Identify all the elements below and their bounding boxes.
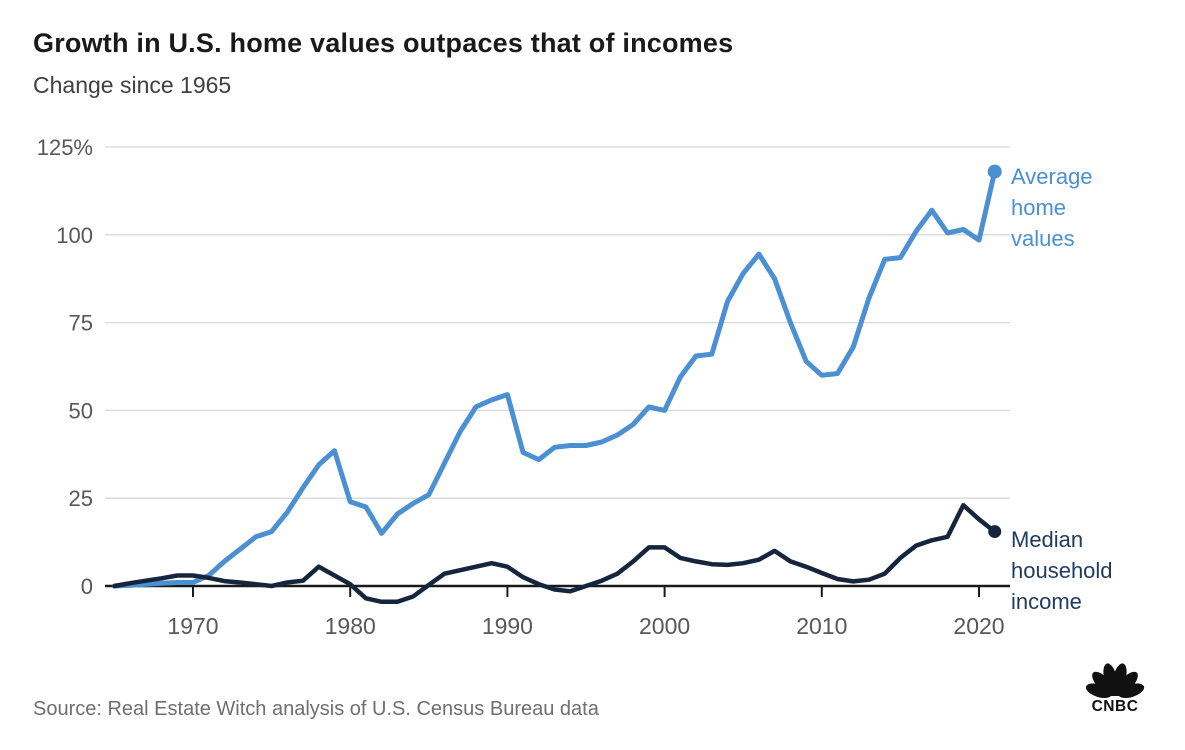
source-attribution: Source: Real Estate Witch analysis of U.… xyxy=(33,698,599,720)
series-line-home-values xyxy=(111,169,998,589)
series-line-income-end-dot xyxy=(988,525,1002,539)
page-subtitle: Change since 1965 xyxy=(33,72,232,98)
x-tick-label: 1980 xyxy=(325,613,376,639)
series-line-home-values-end-dot xyxy=(987,164,1002,179)
y-tick-label: 50 xyxy=(69,398,93,423)
x-tick-label: 1990 xyxy=(482,613,533,639)
peacock-icon xyxy=(1085,663,1145,699)
x-tick-label: 2010 xyxy=(796,613,847,639)
y-tick-label: 0 xyxy=(81,574,93,599)
page-title: Growth in U.S. home values outpaces that… xyxy=(33,28,734,58)
y-tick-label: 100 xyxy=(56,223,93,248)
y-tick-label: 75 xyxy=(69,311,93,336)
series-line-income xyxy=(112,502,997,605)
x-tick-label: 2000 xyxy=(639,613,690,639)
x-tick-label: 2020 xyxy=(953,613,1004,639)
series-label-home-values: Average home values xyxy=(1011,164,1093,251)
y-tick-label: 25 xyxy=(69,486,93,511)
series-label-income: Median household income xyxy=(1011,527,1113,614)
x-tick-label: 1970 xyxy=(167,613,218,639)
cnbc-logo: CNBC xyxy=(1085,663,1145,715)
cnbc-logo-text: CNBC xyxy=(1092,698,1139,715)
y-tick-label: 125% xyxy=(37,135,93,160)
